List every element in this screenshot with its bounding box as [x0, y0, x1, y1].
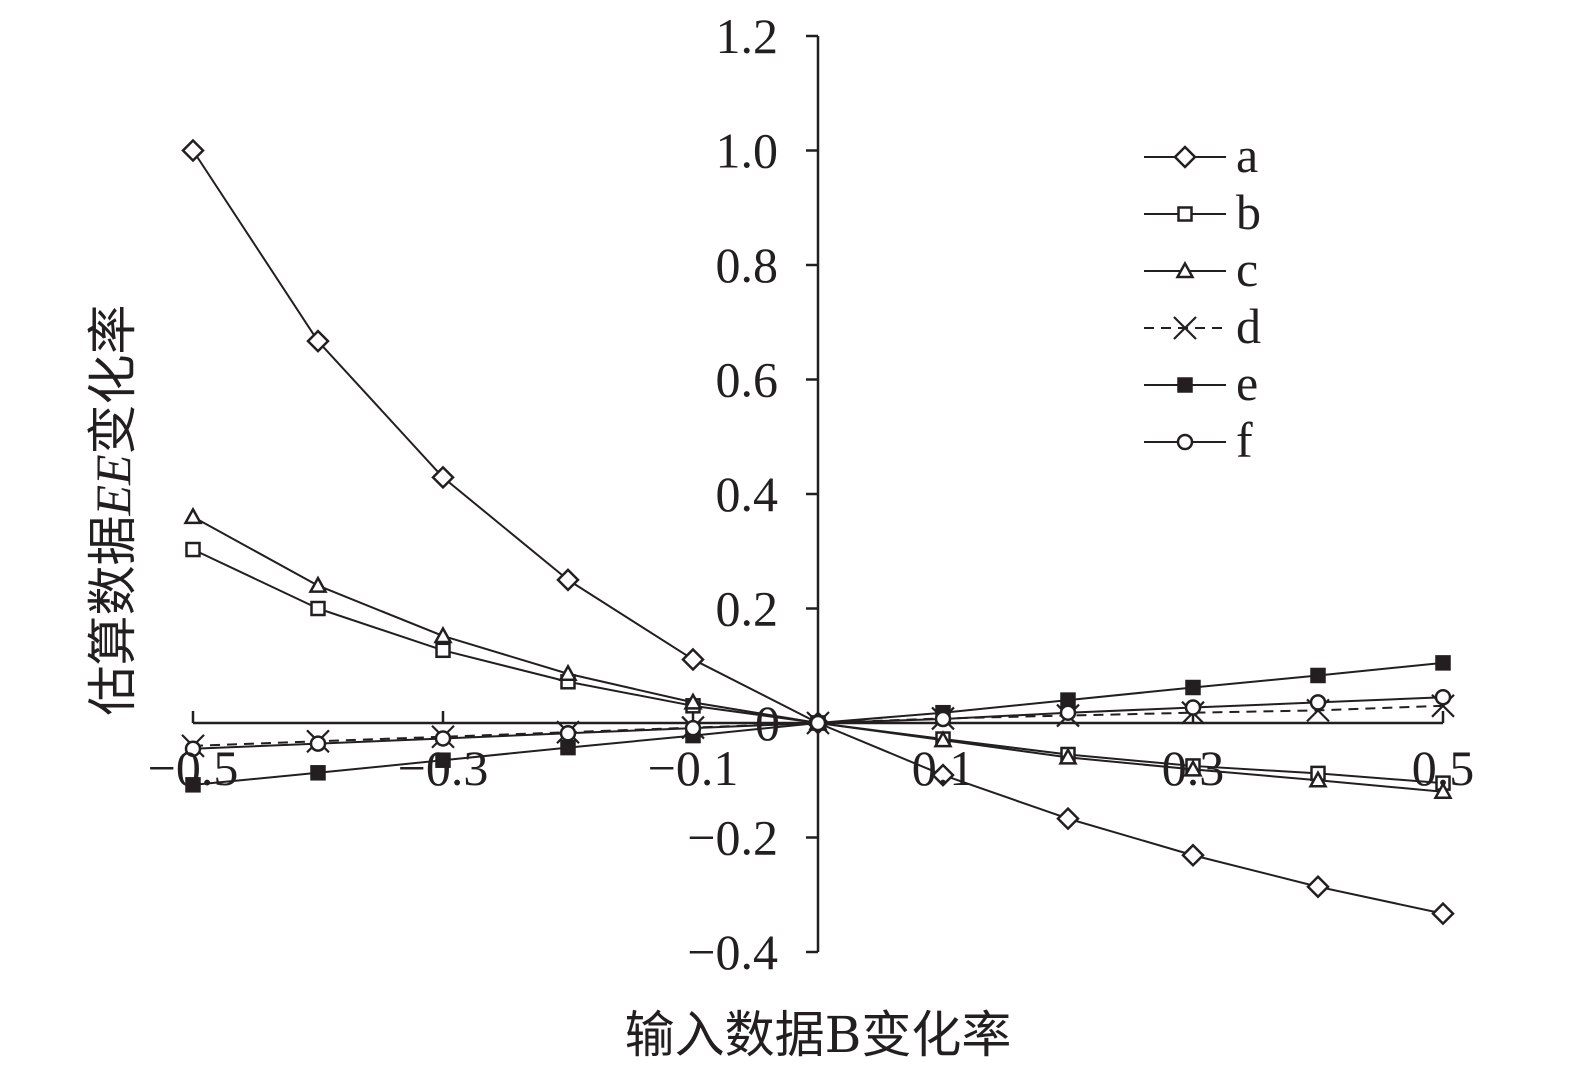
- legend-label-d: d: [1236, 298, 1261, 354]
- data-point-a: [306, 329, 330, 353]
- data-point-f: [559, 725, 577, 742]
- data-point-f: [184, 740, 202, 758]
- data-point-c: [183, 506, 203, 525]
- data-point-a: [1056, 806, 1080, 831]
- x-axis-title: 输入数据B变化率: [625, 1006, 1012, 1064]
- legend-item-a: a: [1144, 127, 1258, 183]
- legend-marker-f: [1176, 433, 1194, 451]
- legend-label-f: f: [1236, 412, 1253, 468]
- data-point-f: [434, 730, 452, 747]
- series-line-d: [192, 704, 1444, 747]
- legend-item-f: f: [1144, 412, 1253, 468]
- y-tick-label: 1.2: [716, 8, 779, 64]
- data-point-c: [933, 730, 953, 748]
- y-axis-title-suffix: 变化率: [84, 304, 142, 454]
- data-point-c: [433, 625, 453, 644]
- data-point-c: [1433, 781, 1453, 799]
- y-axis-title-italic: EE: [85, 454, 141, 516]
- data-point-a: [556, 568, 580, 592]
- data-point-e: [185, 777, 201, 793]
- series-lines: [181, 138, 1455, 926]
- y-tick-label: −0.4: [687, 924, 778, 980]
- legend-item-e: e: [1144, 355, 1258, 411]
- data-point-a: [1181, 843, 1205, 868]
- y-tick-label: 0.8: [716, 237, 779, 293]
- y-axis-title: 估算数据EE变化率: [84, 304, 142, 715]
- y-tick-label: 0.6: [716, 352, 779, 408]
- x-tick-label: −0.3: [398, 740, 489, 796]
- legend-marker-c: [1175, 260, 1195, 279]
- data-point-e: [1435, 655, 1451, 671]
- data-point-b: [310, 600, 326, 617]
- data-point-c: [1058, 747, 1078, 765]
- data-point-a: [1306, 874, 1330, 899]
- legend-label-c: c: [1236, 241, 1258, 297]
- data-point-e: [1310, 667, 1326, 684]
- y-axis-title-prefix: 估算数据: [84, 516, 142, 716]
- data-point-f: [309, 735, 327, 752]
- data-point-c: [1183, 759, 1203, 777]
- legend-label-e: e: [1236, 355, 1258, 411]
- data-point-f: [1434, 688, 1452, 706]
- data-point-b: [185, 541, 201, 558]
- series-f: [184, 688, 1452, 758]
- data-point-e: [310, 765, 326, 781]
- data-point-f: [1059, 704, 1077, 721]
- legend-item-c: c: [1144, 241, 1258, 297]
- tick-labels: 1.2 1.0 0.8 0.6 0.4 0.2 0 −0.2 −0.4 −0.5 −0.3 −0.1 0…: [148, 8, 1475, 980]
- y-tick-label: 0.4: [716, 466, 779, 522]
- legend-marker-b: [1177, 206, 1193, 222]
- data-point-a: [681, 647, 705, 672]
- data-point-c: [1308, 770, 1328, 788]
- legend-marker-a: [1173, 145, 1197, 169]
- legend-item-d: d: [1144, 298, 1261, 354]
- data-point-a: [1431, 901, 1455, 926]
- y-tick-label: 0.2: [716, 581, 779, 637]
- legend-label-a: a: [1236, 127, 1258, 183]
- data-point-f: [934, 710, 952, 728]
- y-tick-label: 1.0: [716, 123, 779, 179]
- data-point-e: [435, 752, 451, 768]
- data-point-f: [809, 714, 827, 732]
- data-point-f: [1309, 694, 1327, 711]
- data-point-a: [931, 763, 955, 787]
- data-point-b: [435, 642, 451, 659]
- data-point-e: [560, 739, 576, 756]
- x-tick-label: 0.1: [912, 740, 975, 796]
- y-tick-label: −0.2: [687, 810, 778, 866]
- legend-label-b: b: [1236, 184, 1261, 240]
- legend-item-b: b: [1144, 184, 1261, 240]
- x-tick-label: 0.5: [1412, 740, 1475, 796]
- data-point-f: [1184, 699, 1202, 716]
- legend-marker-d: [1173, 316, 1197, 340]
- y-tick-label: 0: [755, 695, 780, 751]
- data-point-c: [558, 663, 578, 682]
- data-point-e: [1185, 679, 1201, 696]
- x-tick-label: −0.5: [148, 740, 239, 796]
- legend-marker-e: [1177, 377, 1193, 393]
- data-point-a: [181, 138, 205, 163]
- data-point-a: [431, 465, 455, 490]
- data-point-c: [683, 692, 703, 710]
- data-point-f: [684, 719, 702, 737]
- data-point-c: [308, 575, 328, 593]
- x-tick-label: −0.1: [648, 740, 739, 796]
- x-tick-label: 0.3: [1162, 740, 1225, 796]
